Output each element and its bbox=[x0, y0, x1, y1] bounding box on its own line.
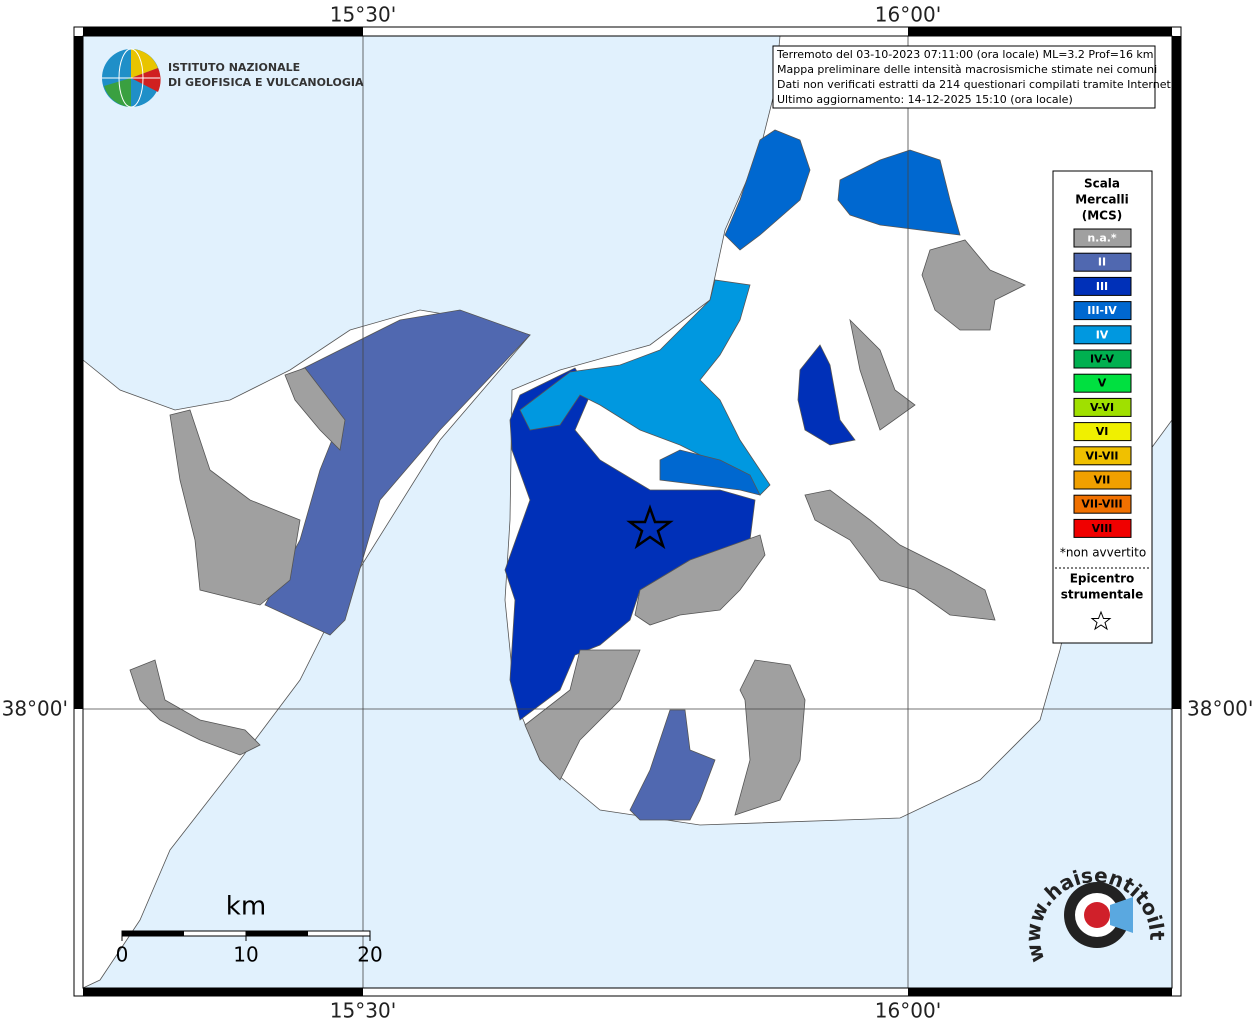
legend-label: III bbox=[1096, 280, 1108, 293]
legend-swatch bbox=[1073, 494, 1132, 514]
legend-label: VI bbox=[1096, 425, 1109, 438]
region bbox=[797, 344, 856, 446]
region bbox=[519, 279, 771, 496]
legend-swatch bbox=[1073, 276, 1132, 296]
lon-label: 16°00' bbox=[875, 999, 941, 1023]
legend-swatch bbox=[1073, 349, 1132, 369]
legend-note: *non avvertito bbox=[1060, 546, 1146, 560]
legend-star bbox=[1090, 610, 1112, 631]
legend-label: V bbox=[1098, 377, 1107, 390]
legend-label: III-IV bbox=[1087, 304, 1117, 317]
scale-tick-label: 20 bbox=[357, 943, 382, 967]
legend-swatch bbox=[1073, 252, 1132, 272]
logo-text: DI GEOFISICA E VULCANOLOGIA bbox=[168, 76, 364, 89]
legend-label: IV-V bbox=[1090, 353, 1115, 366]
info-line: Mappa preliminare delle intensità macros… bbox=[777, 63, 1157, 76]
frame bbox=[73, 26, 1182, 997]
lon-label: 16°00' bbox=[875, 3, 941, 27]
region bbox=[524, 649, 641, 781]
region bbox=[659, 449, 761, 496]
legend-swatch bbox=[1073, 397, 1132, 417]
scale-unit: km bbox=[226, 892, 266, 922]
scale-bar: km 0 10 20 bbox=[116, 892, 383, 967]
lat-label: 38°00' bbox=[2, 697, 68, 721]
legend-swatch bbox=[1073, 325, 1132, 345]
ingv-logo: ISTITUTO NAZIONALE DI GEOFISICA E VULCAN… bbox=[102, 48, 364, 108]
legend-label: VII-VIII bbox=[1081, 498, 1122, 511]
lon-label: 15°30' bbox=[330, 999, 396, 1023]
legend-swatch bbox=[1073, 228, 1132, 248]
legend-swatch bbox=[1073, 470, 1132, 490]
lon-label: 15°30' bbox=[330, 3, 396, 27]
region bbox=[264, 309, 531, 636]
scale-tick-label: 0 bbox=[116, 943, 129, 967]
region bbox=[804, 489, 996, 621]
region bbox=[284, 367, 346, 451]
legend-label: VII bbox=[1094, 474, 1111, 487]
legend-label: n.a.* bbox=[1087, 232, 1117, 245]
lat-label: 38°00' bbox=[1187, 697, 1253, 721]
legend: ScalaMercalli(MCS)n.a.*IIIIIIII-IVIVIV-V… bbox=[1055, 177, 1150, 631]
legend-swatch bbox=[1073, 422, 1132, 442]
legend-title: (MCS) bbox=[1082, 209, 1123, 223]
scale-tick-label: 10 bbox=[233, 943, 258, 967]
legend-title: Mercalli bbox=[1075, 193, 1129, 207]
info-line: Dati non verificati estratti da 214 ques… bbox=[777, 78, 1174, 91]
legend-swatch bbox=[1073, 301, 1132, 321]
logo-text: ISTITUTO NAZIONALE bbox=[168, 61, 300, 74]
legend-label: V-VI bbox=[1090, 401, 1114, 414]
info-line: Terremoto del 03-10-2023 07:11:00 (ora l… bbox=[776, 48, 1154, 61]
legend-swatch bbox=[1073, 373, 1132, 393]
region bbox=[837, 149, 961, 236]
legend-swatch bbox=[1073, 446, 1132, 466]
region bbox=[629, 709, 716, 821]
region bbox=[169, 409, 301, 606]
region bbox=[724, 129, 811, 251]
region bbox=[921, 239, 1026, 331]
legend-label: VIII bbox=[1092, 522, 1113, 535]
legend-epicenter: strumentale bbox=[1061, 588, 1144, 602]
info-line: Ultimo aggiornamento: 14-12-2025 15:10 (… bbox=[777, 93, 1073, 106]
region bbox=[634, 534, 766, 626]
region bbox=[734, 659, 806, 816]
info-lines: Terremoto del 03-10-2023 07:11:00 (ora l… bbox=[776, 48, 1174, 106]
legend-label: VI-VII bbox=[1085, 449, 1118, 462]
legend-epicenter: Epicentro bbox=[1070, 572, 1135, 586]
region bbox=[129, 659, 261, 756]
info-box bbox=[772, 45, 1156, 109]
legend-label: IV bbox=[1096, 328, 1109, 341]
legend-swatch bbox=[1073, 518, 1132, 538]
epicenter-star bbox=[626, 504, 674, 550]
region bbox=[849, 318, 916, 431]
legend-title: Scala bbox=[1084, 177, 1120, 191]
legend-label: II bbox=[1098, 256, 1106, 269]
